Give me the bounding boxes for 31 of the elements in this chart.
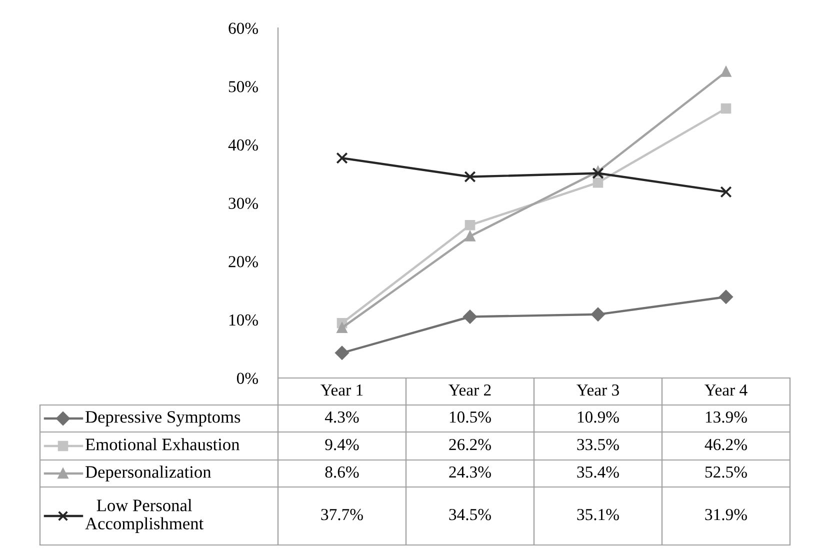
y-tick-label: 50% bbox=[228, 81, 258, 92]
data-label: 10.9% bbox=[578, 411, 619, 423]
data-label: 34.5% bbox=[449, 508, 491, 520]
data-label: 37.7% bbox=[321, 508, 363, 520]
data-label: 33.5% bbox=[577, 438, 619, 450]
x-tick-label: Year 2 bbox=[448, 384, 491, 396]
legend-label: Depersonalization bbox=[86, 466, 212, 482]
legend-label: Depressive Symptoms bbox=[86, 411, 240, 426]
data-label: 31.9% bbox=[705, 508, 747, 520]
data-label: 35.4% bbox=[577, 466, 619, 478]
x-tick-label: Year 1 bbox=[320, 384, 363, 396]
data-label: 13.9% bbox=[706, 411, 747, 423]
y-tick-label: 0% bbox=[236, 372, 258, 384]
legend-label: Low Personal Accomplishment bbox=[85, 499, 204, 533]
data-label: 52.5% bbox=[705, 466, 747, 478]
legend-label: Emotional Exhaustion bbox=[86, 438, 240, 450]
data-label: 8.6% bbox=[325, 466, 359, 478]
x-tick-label: Year 3 bbox=[576, 384, 619, 396]
y-tick-label: 30% bbox=[228, 198, 258, 209]
data-label: 4.3% bbox=[324, 411, 359, 423]
y-tick-label: 10% bbox=[229, 314, 258, 326]
data-label: 46.2% bbox=[704, 438, 747, 450]
y-tick-label: 60% bbox=[228, 22, 258, 34]
x-tick-label: Year 4 bbox=[704, 384, 748, 396]
data-label: 35.1% bbox=[577, 508, 619, 520]
y-tick-label: 40% bbox=[228, 139, 258, 151]
data-label: 10.5% bbox=[450, 411, 491, 423]
data-label: 9.4% bbox=[325, 438, 359, 450]
data-label: 26.2% bbox=[449, 438, 491, 450]
data-label: 24.3% bbox=[449, 466, 491, 478]
y-tick-label: 20% bbox=[228, 256, 258, 268]
